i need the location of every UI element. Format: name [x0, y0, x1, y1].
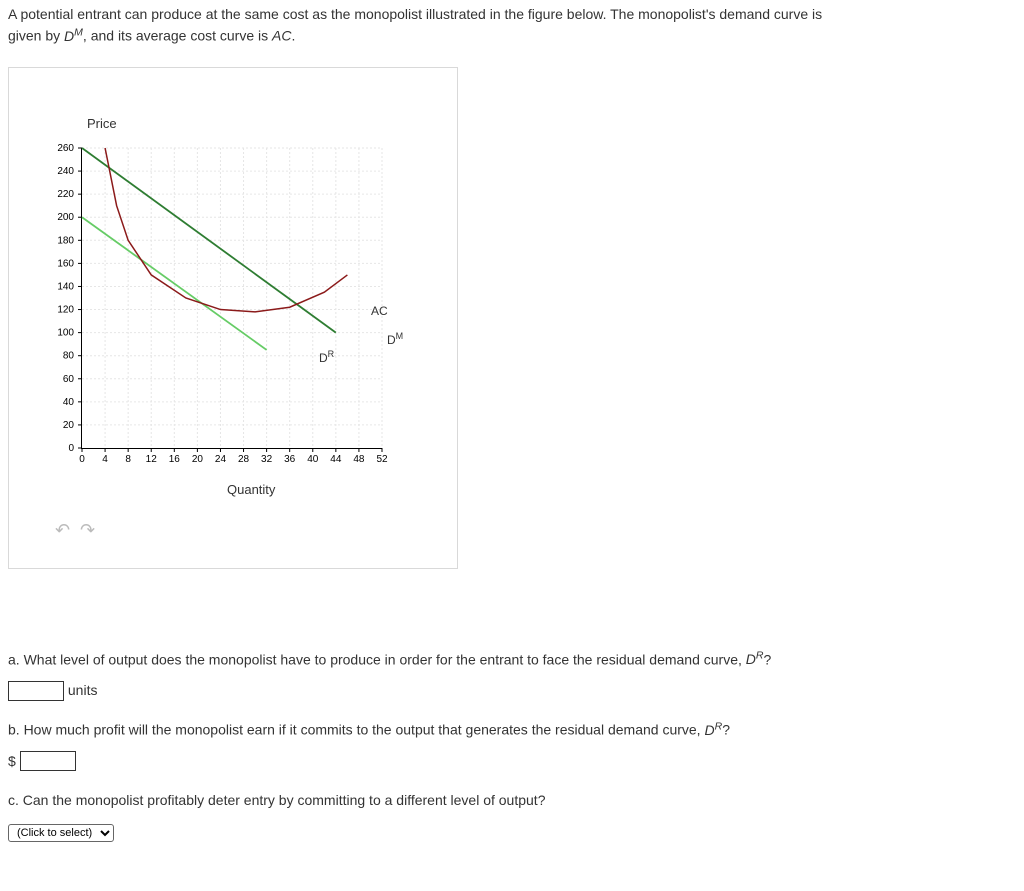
intro-dm-sup: M: [74, 26, 83, 38]
undo-icon[interactable]: ↶: [55, 520, 70, 540]
intro-text: A potential entrant can produce at the s…: [8, 4, 1016, 47]
qa-qmark: ?: [764, 651, 772, 667]
plot-area: 020406080100120140160180200220240260 048…: [81, 148, 382, 449]
label-dr-base: D: [319, 351, 328, 365]
svg-text:0: 0: [79, 454, 85, 465]
gridlines: [82, 148, 382, 448]
curves: [82, 148, 347, 350]
y-ticks: 0 20 40 60 80 100 120 140 160 180 200 220 240 260: [57, 143, 82, 454]
intro-dm-base: D: [64, 28, 74, 44]
qb-dr-base: D: [704, 722, 714, 738]
intro-line1: A potential entrant can produce at the s…: [8, 6, 822, 22]
answer-a-input[interactable]: [8, 681, 64, 701]
intro-ac: AC: [272, 28, 291, 44]
dollar-sign: $: [8, 753, 16, 769]
svg-text:48: 48: [353, 454, 365, 465]
answer-a-row: units: [8, 680, 1016, 701]
intro-period: .: [291, 28, 295, 44]
chart-panel: Price 0204060801001201401601802002202402…: [8, 67, 458, 569]
qa-text: a. What level of output does the monopol…: [8, 651, 746, 667]
qa-dr-base: D: [746, 651, 756, 667]
svg-text:80: 80: [63, 350, 75, 361]
svg-text:12: 12: [146, 454, 158, 465]
svg-text:40: 40: [63, 397, 75, 408]
x-axis-title: Quantity: [227, 480, 275, 500]
svg-text:240: 240: [57, 166, 74, 177]
question-c: c. Can the monopolist profitably deter e…: [8, 790, 1016, 811]
svg-text:4: 4: [102, 454, 108, 465]
intro-line2a: given by: [8, 28, 64, 44]
svg-text:140: 140: [57, 281, 74, 292]
question-a: a. What level of output does the monopol…: [8, 649, 1016, 671]
svg-text:220: 220: [57, 189, 74, 200]
svg-text:20: 20: [63, 420, 75, 431]
svg-text:36: 36: [284, 454, 296, 465]
redo-icon[interactable]: ↷: [80, 520, 95, 540]
label-dr-sup: R: [328, 349, 335, 359]
questions: a. What level of output does the monopol…: [8, 649, 1016, 842]
plot-svg: 020406080100120140160180200220240260 048…: [82, 148, 382, 448]
svg-text:0: 0: [68, 443, 74, 454]
qb-qmark: ?: [722, 722, 730, 738]
answer-c-row: (Click to select): [8, 821, 1016, 842]
svg-text:100: 100: [57, 327, 74, 338]
svg-text:60: 60: [63, 373, 75, 384]
svg-text:40: 40: [307, 454, 319, 465]
answer-b-input[interactable]: [20, 751, 76, 771]
x-ticks: 0481216202428323640444852: [79, 448, 388, 465]
label-dm-sup: M: [396, 331, 404, 341]
svg-text:200: 200: [57, 212, 74, 223]
qa-dr-sup: R: [756, 650, 764, 662]
label-ac: AC: [371, 302, 388, 320]
question-b: b. How much profit will the monopolist e…: [8, 719, 1016, 741]
svg-text:180: 180: [57, 235, 74, 246]
intro-line2b: , and its average cost curve is: [83, 28, 272, 44]
label-dm: DM: [387, 330, 403, 349]
qb-text: b. How much profit will the monopolist e…: [8, 722, 704, 738]
svg-text:32: 32: [261, 454, 273, 465]
svg-text:20: 20: [192, 454, 204, 465]
answer-b-row: $: [8, 751, 1016, 772]
answer-c-select[interactable]: (Click to select): [8, 824, 114, 842]
svg-text:8: 8: [125, 454, 131, 465]
svg-text:160: 160: [57, 258, 74, 269]
svg-text:28: 28: [238, 454, 250, 465]
label-dm-base: D: [387, 333, 396, 347]
svg-text:260: 260: [57, 143, 74, 154]
svg-text:24: 24: [215, 454, 227, 465]
svg-text:44: 44: [330, 454, 342, 465]
y-axis-title: Price: [87, 114, 117, 134]
svg-text:16: 16: [169, 454, 181, 465]
svg-text:52: 52: [376, 454, 388, 465]
units-label: units: [68, 682, 98, 698]
svg-text:120: 120: [57, 304, 74, 315]
label-dr: DR: [319, 348, 334, 367]
chart-toolbar: ↶ ↷: [55, 517, 101, 544]
